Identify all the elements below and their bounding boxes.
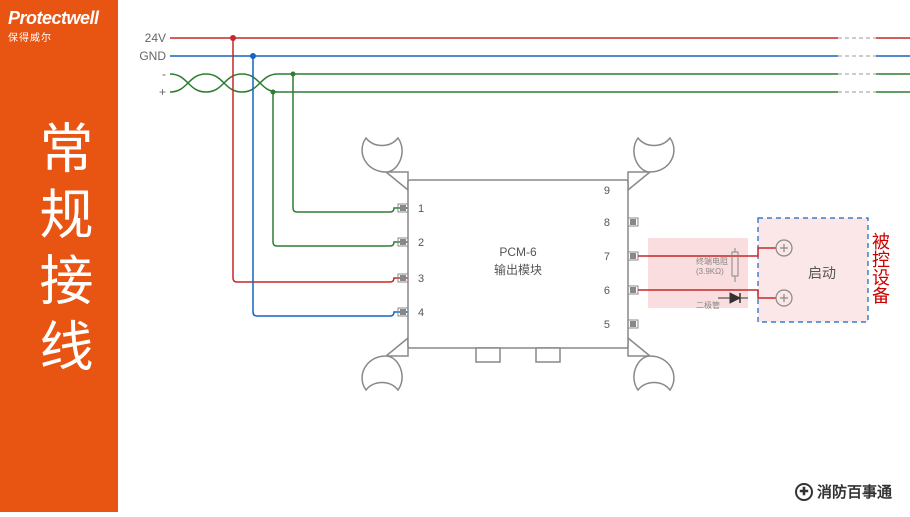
wire-drops — [233, 38, 408, 316]
module-name: PCM-6 — [499, 245, 537, 259]
resistor-value: (3.9KΩ) — [696, 267, 724, 276]
svg-text:3: 3 — [418, 273, 424, 285]
svg-text:1: 1 — [418, 203, 424, 215]
logo-sub-text: 保得威尔 — [8, 29, 99, 44]
logo-main-text: Protectwell — [8, 8, 99, 29]
page-title: 常规接线 — [22, 120, 101, 384]
start-label: 启动 — [808, 265, 836, 281]
resistor-label: 终端电阻 — [696, 256, 728, 266]
footer-text: 消防百事通 — [817, 481, 892, 502]
wiring-diagram: 24V GND - + — [118, 0, 910, 512]
svg-text:5: 5 — [604, 319, 610, 331]
svg-text:4: 4 — [418, 307, 424, 319]
bus-continuation — [838, 38, 876, 92]
svg-text:6: 6 — [604, 285, 610, 297]
controlled-device-label: 被控设备 — [870, 232, 890, 304]
diode-label: 二极管 — [696, 300, 720, 310]
diagram-canvas: 24V GND - + — [118, 0, 910, 512]
bus-signal-pair — [170, 74, 910, 92]
svg-text:2: 2 — [418, 237, 424, 249]
footer-icon: ✚ — [795, 483, 813, 501]
svg-text:9: 9 — [604, 185, 610, 197]
footer-brand: ✚ 消防百事通 — [795, 481, 892, 502]
bus-24v-label: 24V — [145, 31, 166, 45]
bus-gnd-label: GND — [139, 49, 166, 63]
bus-minus-label: - — [162, 67, 166, 81]
svg-text:8: 8 — [604, 217, 610, 229]
bus-plus-label: + — [159, 85, 166, 99]
sidebar: Protectwell 保得威尔 常规接线 — [0, 0, 118, 512]
brand-logo: Protectwell 保得威尔 — [8, 8, 99, 44]
module-subtitle: 输出模块 — [494, 262, 542, 277]
svg-text:7: 7 — [604, 251, 610, 263]
